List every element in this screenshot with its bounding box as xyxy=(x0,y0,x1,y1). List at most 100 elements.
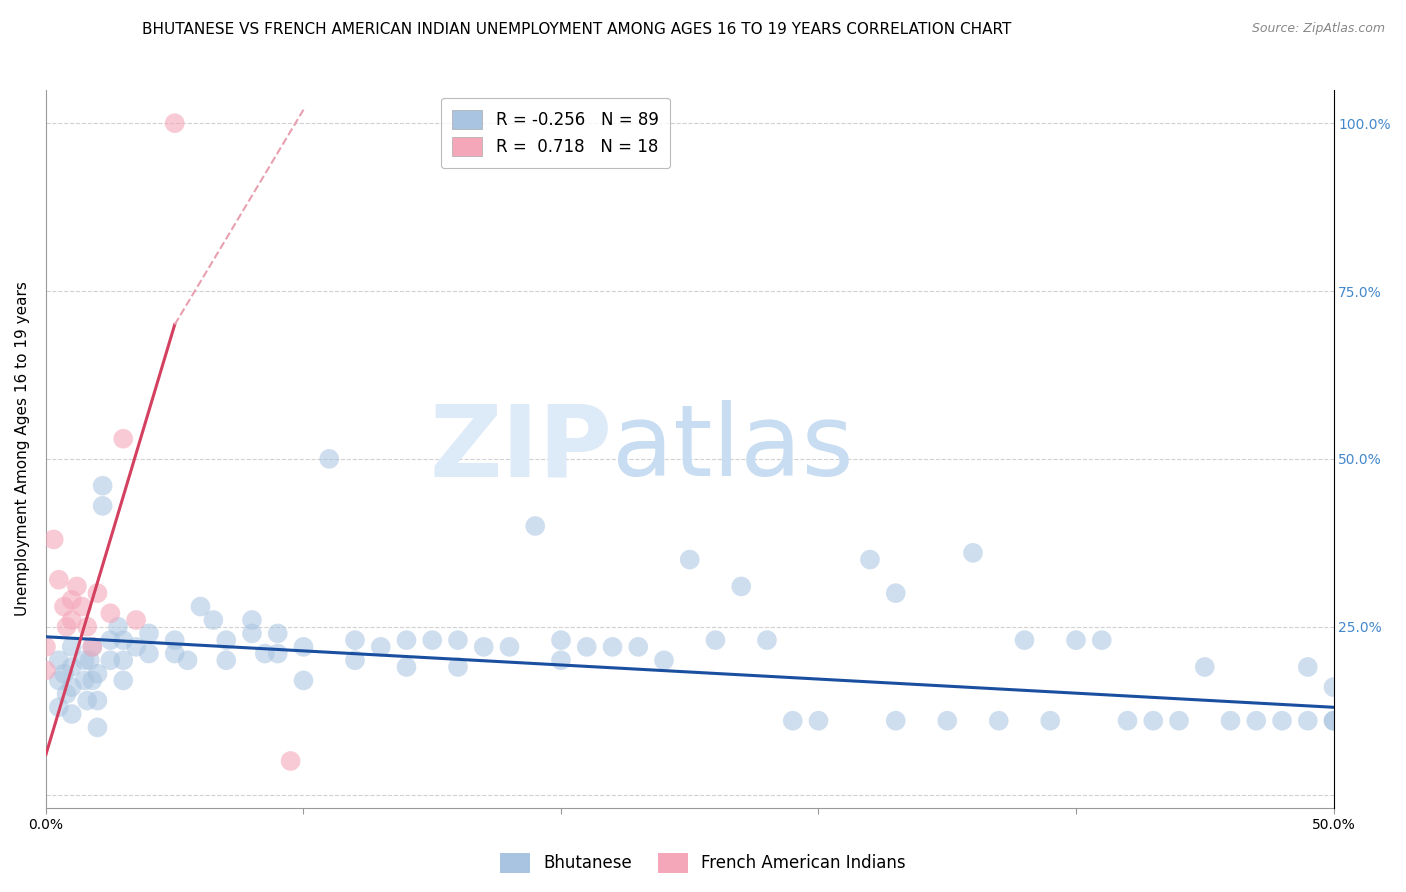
Point xyxy=(86,586,108,600)
Point xyxy=(1296,714,1319,728)
Point xyxy=(1064,633,1087,648)
Point xyxy=(73,673,96,688)
Point xyxy=(756,633,779,648)
Point xyxy=(163,116,186,130)
Point xyxy=(73,653,96,667)
Point xyxy=(652,653,675,667)
Point xyxy=(1091,633,1114,648)
Point xyxy=(60,640,83,654)
Point xyxy=(884,714,907,728)
Point xyxy=(60,706,83,721)
Point xyxy=(48,673,70,688)
Point xyxy=(202,613,225,627)
Point xyxy=(253,647,276,661)
Point xyxy=(76,620,98,634)
Point xyxy=(704,633,727,648)
Point xyxy=(98,653,121,667)
Point xyxy=(1322,714,1344,728)
Point xyxy=(112,633,135,648)
Point xyxy=(1116,714,1139,728)
Point xyxy=(98,633,121,648)
Point xyxy=(292,673,315,688)
Point xyxy=(807,714,830,728)
Point xyxy=(86,720,108,734)
Point xyxy=(138,647,160,661)
Point xyxy=(176,653,198,667)
Point xyxy=(267,626,290,640)
Point xyxy=(395,633,418,648)
Point xyxy=(60,592,83,607)
Point xyxy=(730,579,752,593)
Point xyxy=(60,660,83,674)
Point xyxy=(60,680,83,694)
Point xyxy=(936,714,959,728)
Point xyxy=(575,640,598,654)
Point xyxy=(1219,714,1241,728)
Point xyxy=(318,451,340,466)
Point xyxy=(1039,714,1062,728)
Point xyxy=(163,647,186,661)
Point xyxy=(35,664,58,678)
Point xyxy=(884,586,907,600)
Point xyxy=(70,599,93,614)
Point xyxy=(53,666,76,681)
Point xyxy=(1194,660,1216,674)
Point xyxy=(91,479,114,493)
Text: ZIP: ZIP xyxy=(430,401,613,498)
Text: BHUTANESE VS FRENCH AMERICAN INDIAN UNEMPLOYMENT AMONG AGES 16 TO 19 YEARS CORRE: BHUTANESE VS FRENCH AMERICAN INDIAN UNEM… xyxy=(142,22,1011,37)
Point xyxy=(125,640,148,654)
Point xyxy=(240,613,263,627)
Point xyxy=(343,633,366,648)
Point xyxy=(91,499,114,513)
Point xyxy=(267,647,290,661)
Legend: R = -0.256   N = 89, R =  0.718   N = 18: R = -0.256 N = 89, R = 0.718 N = 18 xyxy=(440,98,671,168)
Point xyxy=(48,653,70,667)
Point xyxy=(66,579,89,593)
Point xyxy=(370,640,392,654)
Point xyxy=(112,653,135,667)
Point xyxy=(82,673,104,688)
Point xyxy=(125,613,148,627)
Point xyxy=(782,714,804,728)
Point xyxy=(472,640,495,654)
Point xyxy=(55,687,77,701)
Point xyxy=(55,620,77,634)
Point xyxy=(859,552,882,566)
Point xyxy=(48,573,70,587)
Point xyxy=(1296,660,1319,674)
Point xyxy=(447,660,470,674)
Point xyxy=(60,613,83,627)
Point xyxy=(395,660,418,674)
Point xyxy=(1271,714,1294,728)
Point xyxy=(107,620,129,634)
Point xyxy=(987,714,1010,728)
Point xyxy=(1322,714,1344,728)
Point xyxy=(292,640,315,654)
Point xyxy=(53,599,76,614)
Point xyxy=(1014,633,1036,648)
Point xyxy=(447,633,470,648)
Point xyxy=(602,640,624,654)
Point xyxy=(962,546,984,560)
Text: Source: ZipAtlas.com: Source: ZipAtlas.com xyxy=(1251,22,1385,36)
Point xyxy=(215,633,238,648)
Point xyxy=(524,519,547,533)
Point xyxy=(550,653,572,667)
Point xyxy=(1142,714,1164,728)
Point xyxy=(190,599,212,614)
Point xyxy=(86,666,108,681)
Point xyxy=(1246,714,1268,728)
Point xyxy=(138,626,160,640)
Point xyxy=(76,693,98,707)
Point xyxy=(82,640,104,654)
Point xyxy=(163,633,186,648)
Point xyxy=(280,754,302,768)
Y-axis label: Unemployment Among Ages 16 to 19 years: Unemployment Among Ages 16 to 19 years xyxy=(15,281,30,616)
Point xyxy=(35,640,58,654)
Point xyxy=(343,653,366,667)
Point xyxy=(627,640,650,654)
Point xyxy=(79,653,101,667)
Point xyxy=(679,552,702,566)
Point xyxy=(498,640,520,654)
Point xyxy=(86,693,108,707)
